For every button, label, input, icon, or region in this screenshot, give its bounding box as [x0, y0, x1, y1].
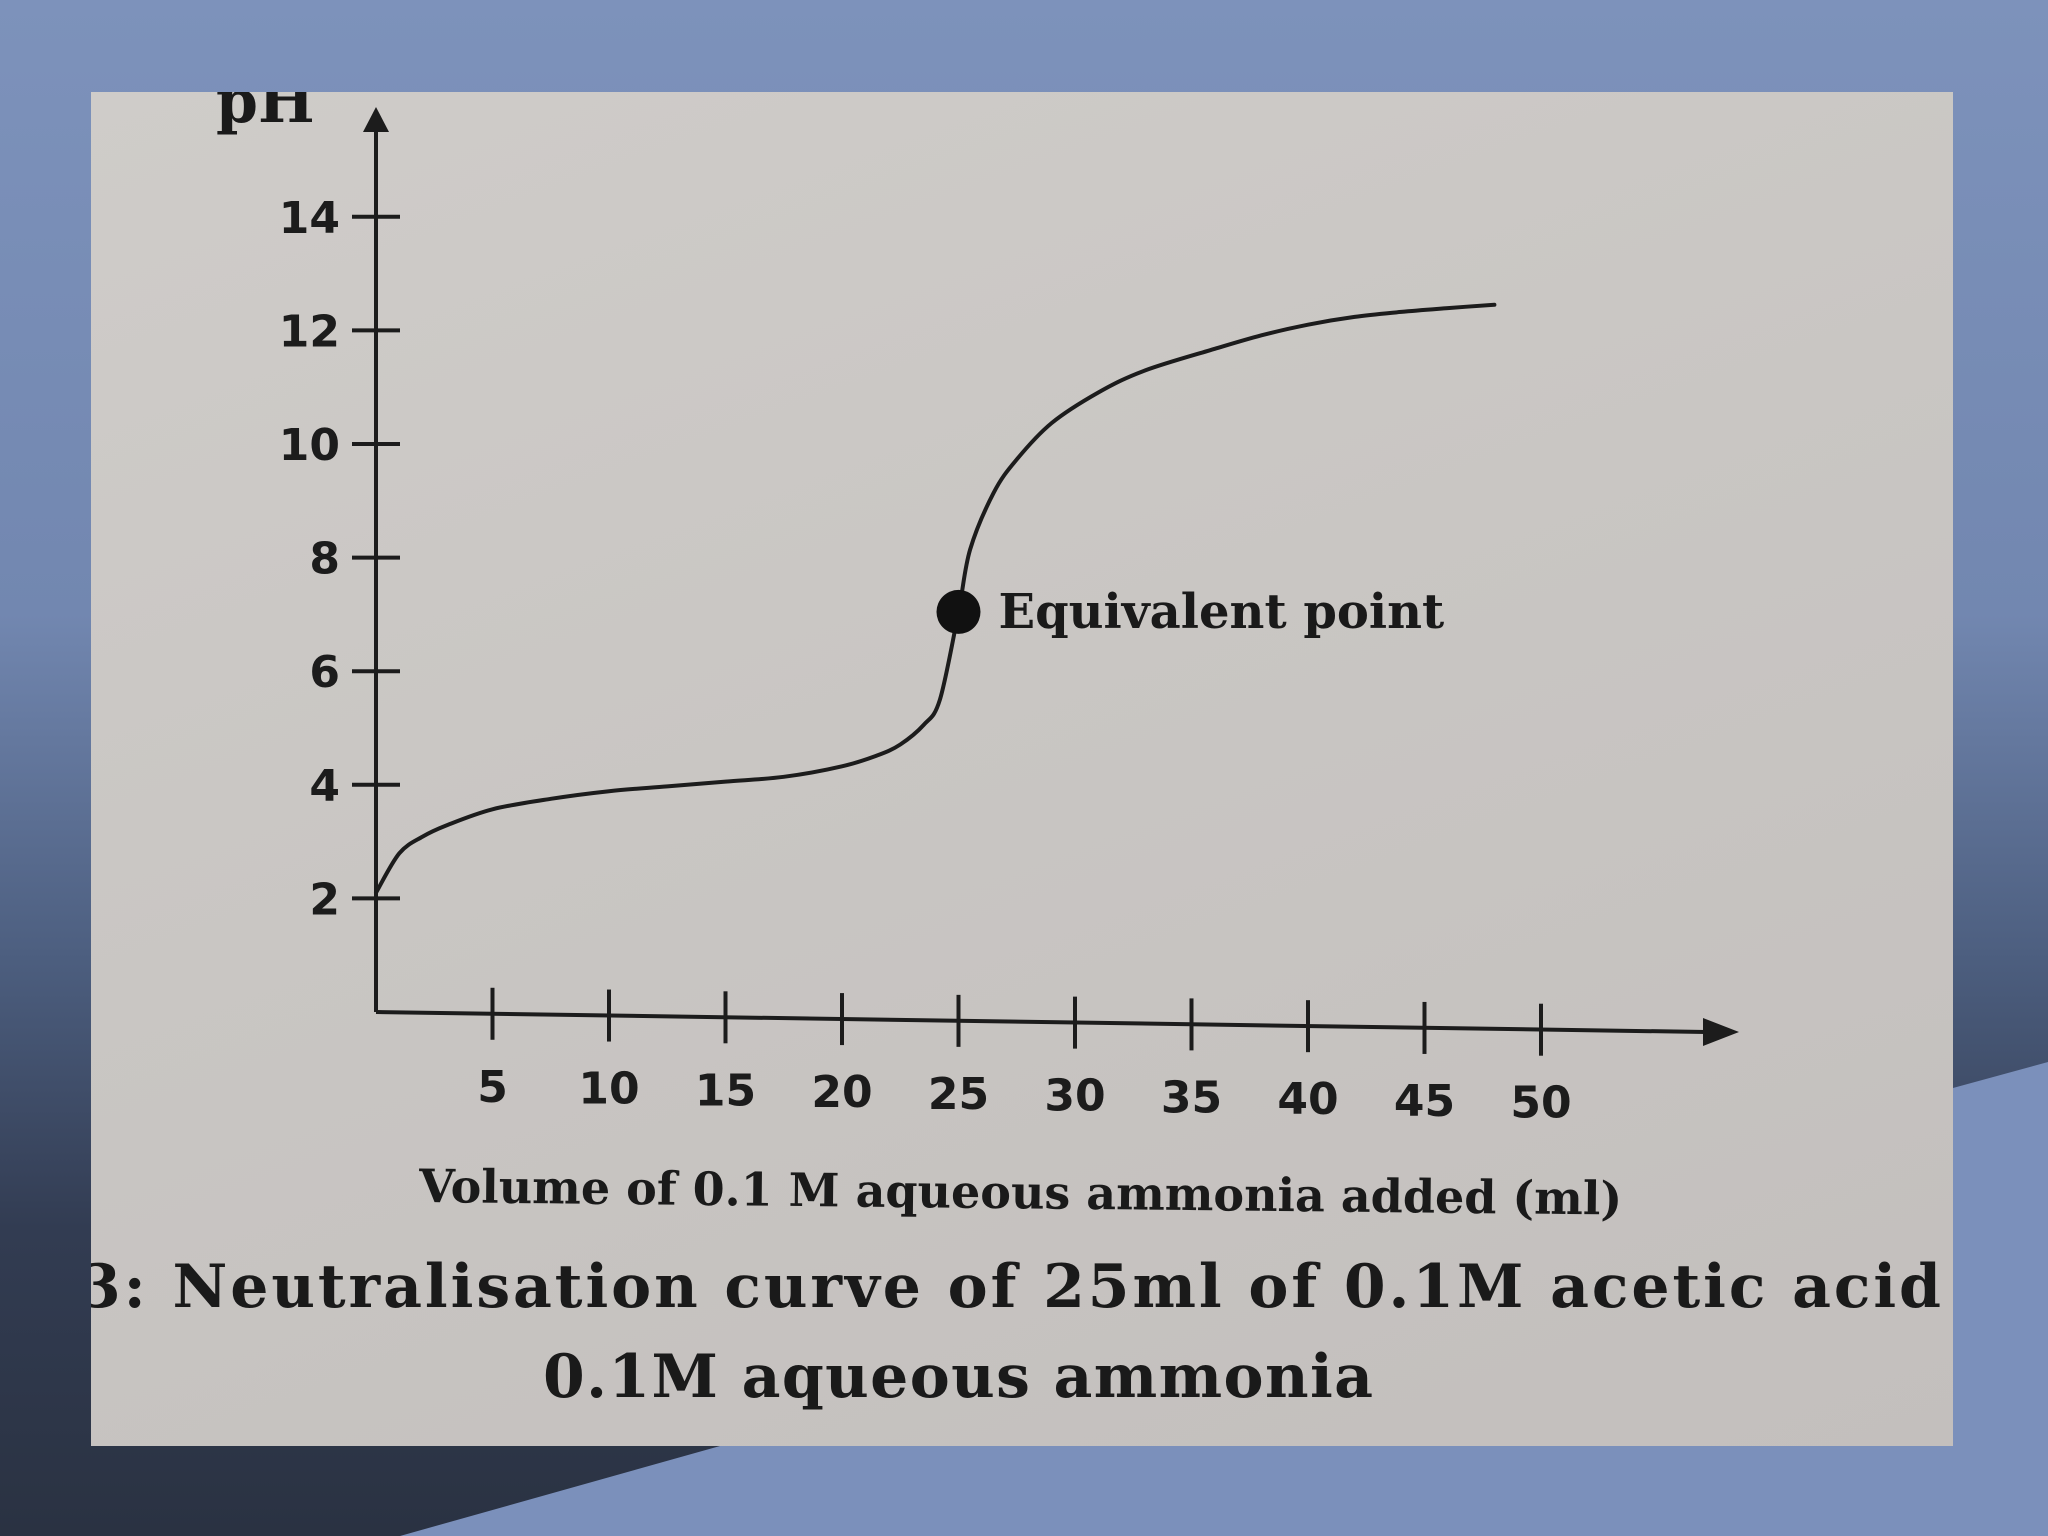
chart-axes [363, 107, 1739, 1046]
y-tick-label: 2 [309, 874, 340, 925]
x-tick-label: 15 [695, 1065, 756, 1116]
y-tick-label: 14 [279, 193, 340, 244]
x-axis-arrow [1703, 1018, 1739, 1046]
titration-curve [374, 302, 1497, 895]
x-tick-label: 50 [1510, 1078, 1571, 1129]
y-tick-label: 10 [279, 420, 340, 471]
y-tick-label: 12 [279, 306, 340, 357]
x-tick-label: 10 [578, 1064, 639, 1115]
x-tick-label: 35 [1161, 1072, 1222, 1123]
titration-chart: 2 4 6 8 10 12 14 5 10 15 20 25 30 35 40 45 50 Equivalent… [91, 92, 1941, 1412]
y-tick-label: 8 [309, 534, 340, 585]
x-tick-label: 5 [477, 1062, 508, 1113]
x-tick-label: 40 [1277, 1074, 1338, 1125]
y-tick-label: 6 [309, 647, 340, 698]
textbook-photo: 2 4 6 8 10 12 14 5 10 15 20 25 30 35 40 45 50 Equivalent… [91, 92, 1953, 1446]
y-axis-arrow [363, 107, 389, 132]
x-tick-label: 25 [928, 1069, 989, 1120]
slide-light-wedge [400, 1062, 2048, 1536]
equivalence-point-marker [936, 589, 981, 634]
figure-caption-line-1: 3: Neutralisation curve of 25ml of 0.1M … [91, 1252, 1941, 1322]
x-tick-label: 30 [1044, 1071, 1105, 1122]
x-axis [375, 1010, 1707, 1034]
x-tick-label: 20 [811, 1067, 872, 1118]
x-axis-label: Volume of 0.1 M aqueous ammonia added (m… [418, 1159, 1623, 1226]
y-axis-label: pH [216, 92, 315, 137]
equivalence-point-label: Equivalent point [999, 584, 1445, 640]
y-tick-label: 4 [309, 761, 340, 812]
axis-ticks: 2 4 6 8 10 12 14 5 10 15 20 25 30 35 40 45 50 [279, 193, 1572, 1129]
x-tick-label: 45 [1394, 1076, 1455, 1127]
figure-caption-line-2: 0.1M aqueous ammonia [543, 1342, 1373, 1412]
